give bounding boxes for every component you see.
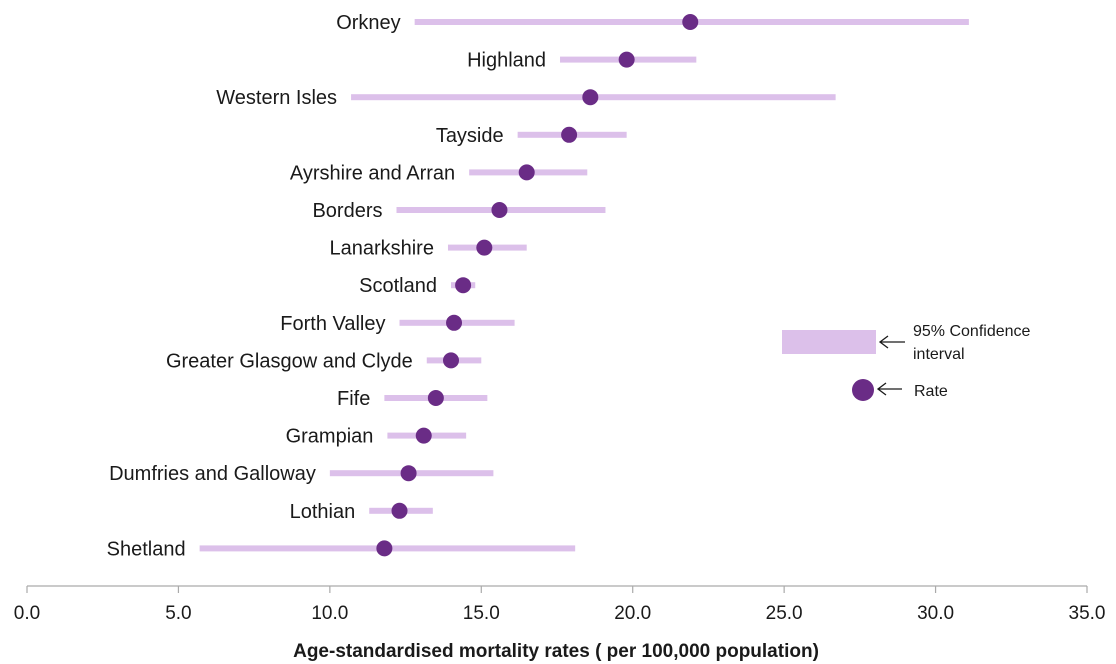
- rate-point: [561, 126, 578, 143]
- category-label: Dumfries and Galloway: [109, 463, 316, 485]
- legend-ci-label-line2: interval: [913, 346, 965, 363]
- rate-point: [476, 239, 493, 256]
- x-tick-label: 5.0: [165, 603, 191, 624]
- rate-point: [682, 14, 699, 30]
- x-tick-label: 25.0: [766, 603, 803, 624]
- category-label: Grampian: [286, 426, 374, 448]
- x-tick-label: 35.0: [1069, 603, 1106, 624]
- rate-point: [391, 502, 408, 519]
- x-axis: 0.0 5.0 10.0 15.0 20.0 25.0 30.0 35.0: [14, 585, 1106, 624]
- category-label: Greater Glasgow and Clyde: [166, 350, 413, 372]
- legend: 95% Confidence interval Rate: [782, 323, 1031, 401]
- category-label: Scotland: [359, 275, 437, 297]
- rate-point: [415, 427, 432, 444]
- legend-rate-arrow-icon: [876, 382, 902, 396]
- legend-rate-swatch: [852, 379, 874, 401]
- x-tick-label: 0.0: [14, 603, 40, 624]
- x-axis-title: Age-standardised mortality rates ( per 1…: [293, 641, 819, 662]
- category-label: Lothian: [290, 501, 356, 523]
- rate-point: [582, 89, 599, 106]
- rate-point: [443, 352, 459, 369]
- category-label: Lanarkshire: [329, 238, 434, 260]
- category-label: Shetland: [107, 538, 186, 560]
- x-tick-label: 20.0: [614, 603, 651, 624]
- rate-point: [491, 202, 508, 218]
- legend-ci-swatch: [782, 330, 876, 354]
- legend-rate-label: Rate: [914, 383, 948, 400]
- x-tick-label: 10.0: [311, 603, 348, 624]
- category-label: Tayside: [436, 125, 504, 147]
- legend-ci-label-line1: 95% Confidence: [913, 323, 1031, 340]
- category-label: Western Isles: [216, 87, 337, 109]
- x-tick-label: 30.0: [917, 603, 954, 624]
- x-tick-label: 15.0: [463, 603, 500, 624]
- category-label: Highland: [467, 50, 546, 72]
- legend-ci-arrow-icon: [878, 335, 905, 349]
- category-label: Ayrshire and Arran: [290, 162, 455, 184]
- rate-point: [427, 390, 444, 406]
- rate-point: [518, 164, 535, 181]
- rate-point: [618, 51, 635, 68]
- category-label: Fife: [337, 388, 370, 410]
- category-label: Borders: [312, 200, 382, 222]
- rate-point: [446, 314, 463, 331]
- rate-points: [376, 14, 699, 557]
- category-label: Forth Valley: [280, 313, 385, 335]
- rate-point: [455, 277, 472, 294]
- category-labels: Orkney Highland Western Isles Tayside Ayrshi…: [107, 12, 546, 560]
- rate-point: [376, 540, 393, 557]
- category-label: Orkney: [336, 12, 400, 34]
- rate-point: [400, 465, 417, 482]
